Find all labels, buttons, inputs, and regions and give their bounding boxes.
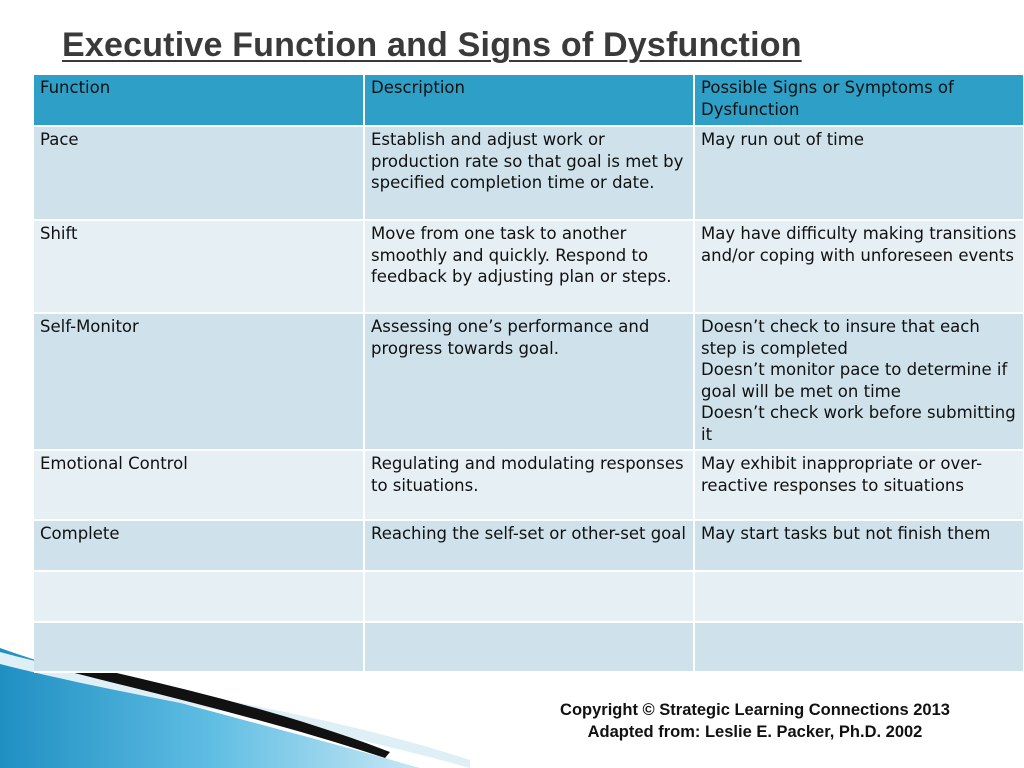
cell-function: Emotional Control [34,450,365,521]
cell-description: Establish and adjust work or production … [364,126,695,221]
cell-function: Pace [34,126,365,221]
executive-function-table: Function Description Possible Signs or S… [34,75,1024,673]
cell-function: Shift [34,220,365,314]
header-signs: Possible Signs or Symptoms of Dysfunctio… [694,75,1024,127]
header-description: Description [364,75,695,127]
cell-description: Move from one task to another smoothly a… [364,220,695,314]
cell-signs: May start tasks but not finish them [694,520,1024,572]
cell-description [364,622,695,673]
cell-signs [694,622,1024,673]
table-row: Emotional Control Regulating and modulat… [34,450,1024,521]
table-row: Self-Monitor Assessing one’s performance… [34,313,1024,451]
cell-description [364,571,695,623]
cell-signs: May have difficulty making transitions a… [694,220,1024,314]
adapted-from-line: Adapted from: Leslie E. Packer, Ph.D. 20… [587,723,923,741]
copyright-footer: Copyright © Strategic Learning Connectio… [500,699,1010,743]
cell-signs: Doesn’t check to insure that each step i… [694,313,1024,451]
cell-description: Regulating and modulating responses to s… [364,450,695,521]
cell-signs: May exhibit inappropriate or over-reacti… [694,450,1024,521]
cell-description: Assessing one’s performance and progress… [364,313,695,451]
table-row: Pace Establish and adjust work or produc… [34,126,1024,221]
cell-function [34,622,365,673]
table-row-empty [34,571,1024,623]
cell-function [34,571,365,623]
cell-signs: May run out of time [694,126,1024,221]
copyright-line: Copyright © Strategic Learning Connectio… [560,701,950,719]
header-function: Function [34,75,365,127]
cell-description: Reaching the self-set or other-set goal [364,520,695,572]
cell-function: Complete [34,520,365,572]
cell-signs [694,571,1024,623]
table-row-empty [34,622,1024,673]
cell-function: Self-Monitor [34,313,365,451]
table-row: Shift Move from one task to another smoo… [34,220,1024,314]
table-header-row: Function Description Possible Signs or S… [34,75,1024,127]
page-title: Executive Function and Signs of Dysfunct… [62,26,802,64]
table-row: Complete Reaching the self-set or other-… [34,520,1024,572]
